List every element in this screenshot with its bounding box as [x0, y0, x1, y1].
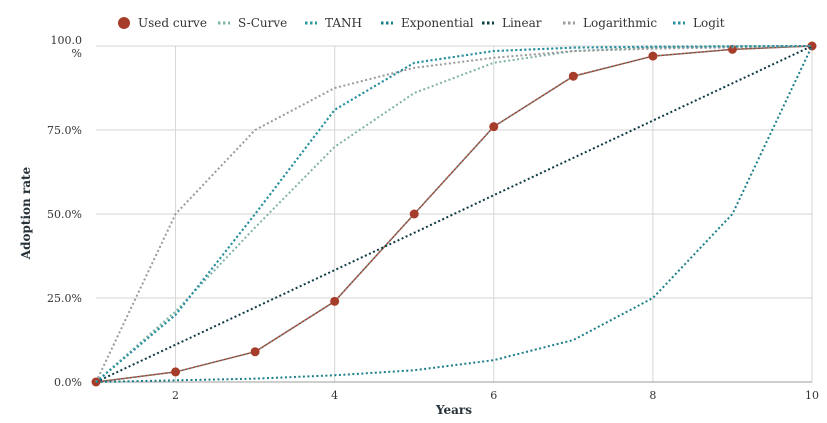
- legend: Used curve S-Curve TANH Exponential Linear Lo…: [118, 16, 725, 30]
- data-point: [807, 41, 817, 51]
- x-tick-label: 2: [172, 389, 179, 402]
- series-logit: [95, 45, 813, 383]
- legend-label: Used curve: [138, 16, 207, 30]
- x-tick-label: 4: [331, 389, 338, 402]
- series-line: [95, 45, 813, 383]
- x-tick-label: 10: [805, 389, 819, 402]
- series-logarithmic: [95, 45, 813, 383]
- data-point: [330, 296, 340, 306]
- series-line: [95, 45, 813, 383]
- data-point: [409, 209, 419, 219]
- legend-label: S-Curve: [238, 16, 287, 30]
- y-tick-label: 50.0%: [47, 208, 82, 221]
- y-tick-label: 0.0%: [54, 376, 82, 389]
- axes: 0.0% 25.0% 50.0% 75.0% 100.0 % 2 4 6 8 10: [47, 34, 819, 402]
- y-axis-title: Adoption rate: [19, 166, 33, 260]
- legend-item: Used curve: [118, 16, 207, 30]
- legend-label: Linear: [502, 16, 542, 30]
- series-linear: [95, 45, 813, 383]
- x-tick-label: 6: [490, 389, 497, 402]
- y-tick-label: 100.0%: [51, 34, 83, 60]
- series-used-curve: [91, 41, 817, 387]
- legend-marker: [118, 17, 130, 29]
- legend-item: Logit: [673, 16, 725, 30]
- legend-label: Exponential: [401, 16, 474, 30]
- legend-label: TANH: [325, 16, 362, 30]
- y-tick-label: 75.0%: [47, 124, 82, 137]
- series-line: [95, 45, 813, 383]
- data-point: [250, 347, 260, 357]
- legend-label: Logarithmic: [583, 16, 657, 30]
- data-point: [489, 122, 499, 132]
- legend-item: Exponential: [381, 16, 474, 30]
- data-point: [568, 71, 578, 81]
- legend-label: Logit: [693, 16, 725, 30]
- legend-item: Linear: [482, 16, 542, 30]
- data-point: [648, 51, 658, 61]
- legend-item: Logarithmic: [563, 16, 657, 30]
- x-axis-title: Years: [435, 403, 472, 417]
- data-point: [171, 367, 181, 377]
- y-tick-label: 25.0%: [47, 292, 82, 305]
- data-point: [727, 44, 737, 54]
- series-line-overlay: [95, 45, 813, 383]
- legend-item: TANH: [305, 16, 362, 30]
- x-tick-label: 8: [649, 389, 656, 402]
- series-lines: [91, 41, 817, 387]
- legend-item: S-Curve: [218, 16, 287, 30]
